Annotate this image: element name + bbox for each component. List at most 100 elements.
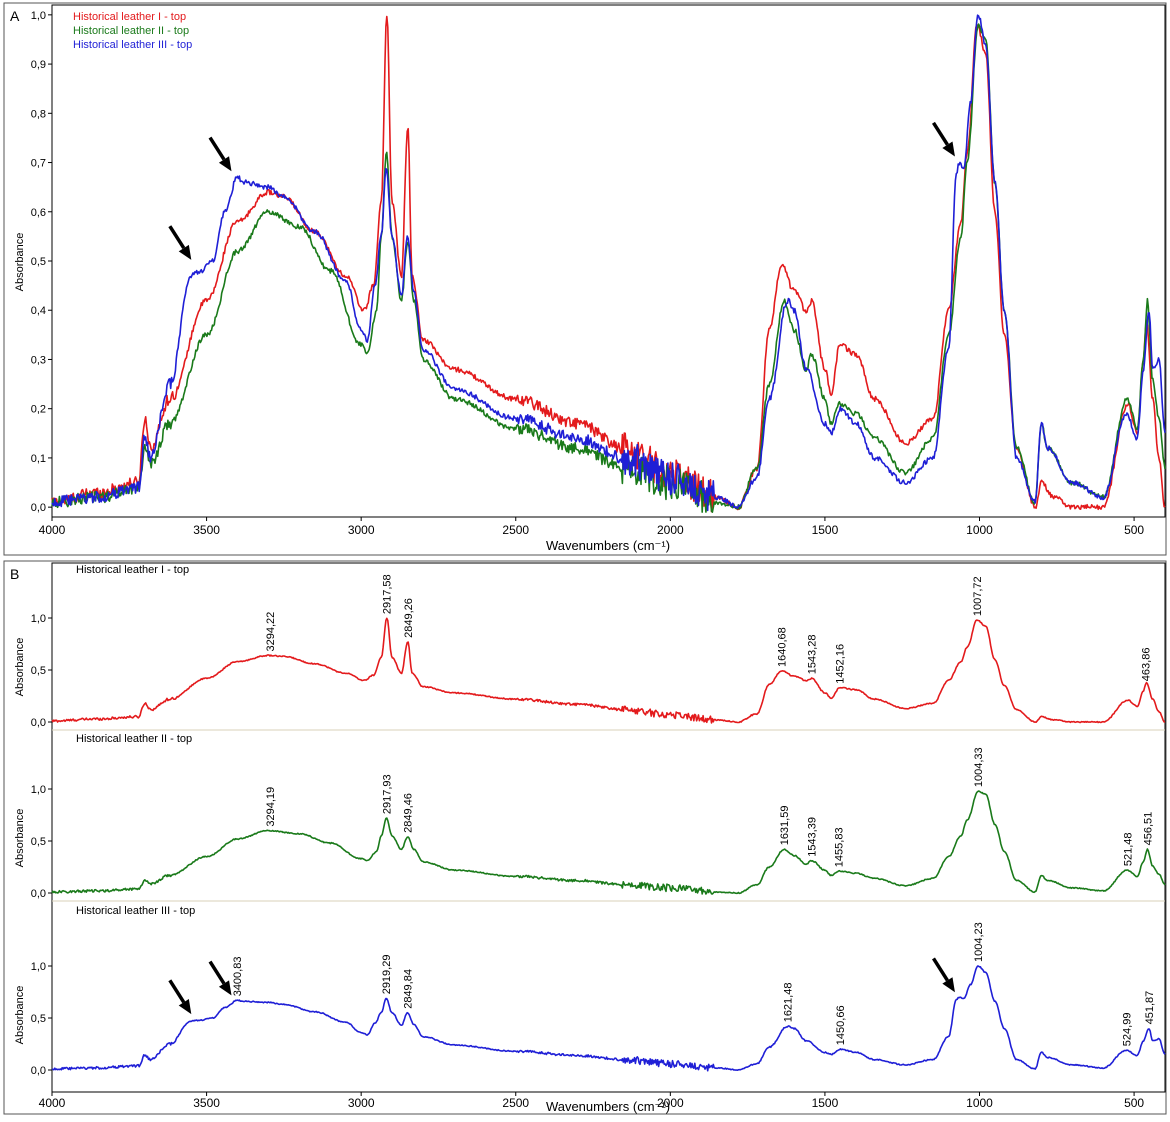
- peak-label-1543-28: 1543,28: [807, 635, 819, 675]
- peak-label-1543-39: 1543,39: [807, 817, 819, 857]
- x-tick-label-1000: 1000: [966, 523, 993, 537]
- y-tick-label-0-3: 0,3: [31, 354, 46, 366]
- x-tick-label-1500: 1500: [812, 523, 839, 537]
- series-line-historical-leather-ii-top: [51, 23, 1166, 513]
- b1-y-axis-label: Absorbance: [14, 638, 26, 697]
- y-tick-label-1-0: 1,0: [31, 10, 46, 22]
- peak-label-3294-22: 3294,22: [265, 612, 277, 652]
- b-x-tick-label-2500: 2500: [502, 1096, 529, 1110]
- panel-b-peak-labels: 3294,22 2917,58 2849,26 1640,68 1543,28 1452,…: [232, 574, 1156, 1046]
- b-x-tick-label-4000: 4000: [39, 1096, 66, 1110]
- b-series-line-historical-leather-i-top: [51, 617, 1166, 724]
- legend-entry-historical-leather-ii-top: Historical leather II - top: [73, 25, 189, 37]
- b-x-tick-label-3000: 3000: [348, 1096, 375, 1110]
- x-tick-label-500: 500: [1124, 523, 1144, 537]
- panel-a-arrows: [168, 121, 955, 260]
- panel-b-plot-area: [51, 562, 1166, 1093]
- panel-a-y-ticks: 0,0 0,1 0,2 0,3 0,4 0,5 0,6 0,7 0,8 0,9 1,0: [31, 10, 52, 514]
- peak-label-2849-84: 2849,84: [403, 969, 415, 1009]
- peak-label-456-51: 456,51: [1143, 812, 1155, 846]
- peak-label-1004-23: 1004,23: [973, 922, 985, 962]
- b3-y-tick-label-1-0: 1,0: [31, 961, 46, 973]
- y-tick-label-0-7: 0,7: [31, 158, 46, 170]
- arrow-2: [208, 136, 232, 172]
- b-arrow-3: [931, 957, 955, 993]
- peak-label-2917-93: 2917,93: [382, 774, 394, 814]
- y-tick-label-0-4: 0,4: [31, 305, 46, 317]
- b2-y-tick-label-0-0: 0,0: [31, 888, 46, 900]
- panel-a-frame: [3, 2, 1167, 556]
- b2-y-tick-label-0-5: 0,5: [31, 836, 46, 848]
- panel-a-legend: Historical leather I - top Historical lea…: [73, 11, 192, 51]
- b-series-line-historical-leather-iii-top: [51, 965, 1166, 1072]
- b2-y-tick-label-1-0: 1,0: [31, 784, 46, 796]
- peak-label-1452-16: 1452,16: [835, 644, 847, 684]
- peak-label-1631-59: 1631,59: [779, 806, 791, 846]
- x-tick-label-3500: 3500: [193, 523, 220, 537]
- peak-label-1004-33: 1004,33: [973, 747, 985, 787]
- b-arrow-1: [168, 979, 192, 1015]
- x-tick-label-4000: 4000: [39, 523, 66, 537]
- series-line-historical-leather-iii-top: [51, 14, 1166, 512]
- panel-b-x-ticks: 4000 3500 3000 2500 2000 1500 1000 500: [39, 1092, 1144, 1110]
- peak-label-1007-72: 1007,72: [972, 576, 984, 616]
- arrow-1: [168, 225, 192, 260]
- panel-a-series-lines: [51, 14, 1166, 513]
- peak-label-521-48: 521,48: [1122, 832, 1134, 866]
- panel-b-arrows: [168, 957, 955, 1015]
- x-tick-label-2000: 2000: [657, 523, 684, 537]
- legend-entry-historical-leather-iii-top: Historical leather III - top: [73, 39, 192, 51]
- peak-label-3400-83: 3400,83: [232, 957, 244, 997]
- y-tick-label-0-1: 0,1: [31, 453, 46, 465]
- b3-y-axis-label: Absorbance: [14, 986, 26, 1045]
- panel-b-y-axis-labels: Absorbance Absorbance Absorbance: [14, 638, 26, 1045]
- panel-b-baselines: [52, 729, 1165, 902]
- x-tick-label-3000: 3000: [348, 523, 375, 537]
- panel-b-x-axis-label: Wavenumbers (cm⁻¹): [546, 1099, 670, 1114]
- y-tick-label-0-2: 0,2: [31, 404, 46, 416]
- b-x-tick-label-500: 500: [1124, 1096, 1144, 1110]
- peak-label-524-99: 524,99: [1121, 1013, 1133, 1047]
- panel-a-x-ticks: 4000 3500 3000 2500 2000 1500 1000 500: [39, 517, 1144, 537]
- peak-label-2917-58: 2917,58: [382, 574, 394, 614]
- b-series-title-historical-leather-i-top: Historical leather I - top: [76, 564, 189, 576]
- b2-y-axis-label: Absorbance: [14, 809, 26, 868]
- y-tick-label-0-8: 0,8: [31, 108, 46, 120]
- peak-label-2849-46: 2849,46: [403, 793, 415, 833]
- y-tick-label-0-6: 0,6: [31, 207, 46, 219]
- panel-a-chart: 4000 3500 3000 2500 2000 1500 1000 500 0,00,10,…: [14, 4, 1166, 553]
- peak-label-463-86: 463,86: [1140, 648, 1152, 682]
- legend-entry-historical-leather-i-top: Historical leather I - top: [73, 11, 186, 23]
- peak-label-1450-66: 1450,66: [835, 1005, 847, 1045]
- b1-y-tick-label-1-0: 1,0: [31, 613, 46, 625]
- peak-label-1640-68: 1640,68: [776, 627, 788, 667]
- b-series-title-historical-leather-ii-top: Historical leather II - top: [76, 733, 192, 745]
- b1-y-tick-label-0-5: 0,5: [31, 665, 46, 677]
- b-series-title-historical-leather-iii-top: Historical leather III - top: [76, 905, 195, 917]
- series-line-historical-leather-i-top: [51, 15, 1166, 513]
- b1-y-tick-label-0-0: 0,0: [31, 717, 46, 729]
- b-series-line-historical-leather-ii-top: [51, 790, 1166, 895]
- panel-b-label: B: [10, 566, 19, 582]
- b-x-tick-label-1500: 1500: [812, 1096, 839, 1110]
- x-tick-label-2500: 2500: [502, 523, 529, 537]
- b3-y-tick-label-0-0: 0,0: [31, 1065, 46, 1077]
- peak-label-451-87: 451,87: [1144, 991, 1156, 1025]
- panel-a-x-axis-label: Wavenumbers (cm⁻¹): [546, 538, 670, 553]
- y-tick-label-0-5: 0,5: [31, 256, 46, 268]
- panel-b-y-ticks: 0,0 0,5 1,0 0,0 0,5 1,0 0,0 0,5 1,0: [31, 613, 52, 1077]
- b-x-tick-label-1000: 1000: [966, 1096, 993, 1110]
- panel-a-y-axis-label: Absorbance: [14, 233, 26, 292]
- y-tick-label-0-0: 0,0: [31, 502, 46, 514]
- b-x-tick-label-2000: 2000: [657, 1096, 684, 1110]
- peak-label-2849-26: 2849,26: [403, 598, 415, 638]
- b3-y-tick-label-0-5: 0,5: [31, 1013, 46, 1025]
- arrow-3: [931, 121, 955, 157]
- b-x-tick-label-3500: 3500: [193, 1096, 220, 1110]
- b-arrow-2: [208, 960, 232, 996]
- y-tick-label-0-9: 0,9: [31, 59, 46, 71]
- panel-a-label: A: [10, 8, 20, 24]
- panel-b-chart: 4000 3500 3000 2500 2000 1500 1000 500 0,0 0,5 1,…: [14, 562, 1166, 1114]
- panel-b-frame: [3, 560, 1167, 1115]
